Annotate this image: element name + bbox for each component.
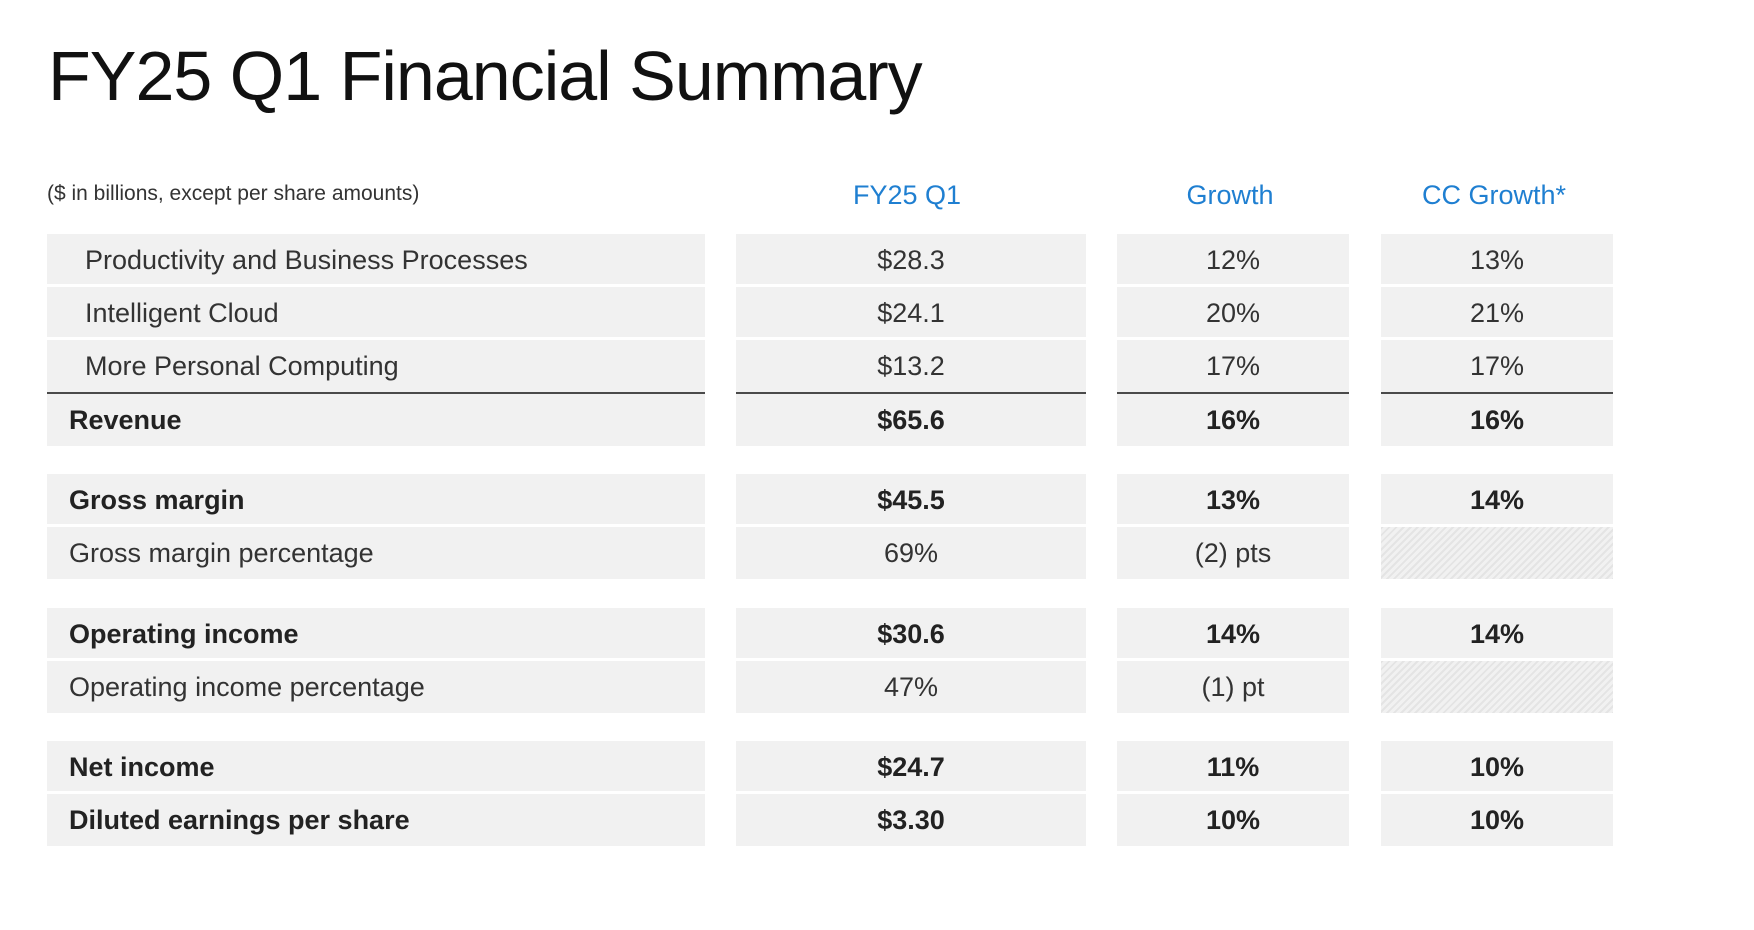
value-cell: $24.7 bbox=[736, 741, 1086, 793]
column-header-cc-growth: CC Growth* bbox=[1421, 180, 1567, 210]
row-label: Productivity and Business Processes bbox=[47, 234, 705, 286]
row-label: Diluted earnings per share bbox=[47, 794, 705, 846]
row-label: Operating income percentage bbox=[47, 661, 705, 713]
growth-cell: 17% bbox=[1117, 340, 1349, 392]
value-cell: 47% bbox=[736, 661, 1086, 713]
column-header-fy25-q1: FY25 Q1 bbox=[852, 180, 962, 210]
value-cell: $30.6 bbox=[736, 608, 1086, 660]
cc-growth-cell: 10% bbox=[1381, 794, 1613, 846]
row-label: Gross margin percentage bbox=[47, 527, 705, 579]
value-cell: $45.5 bbox=[736, 474, 1086, 526]
growth-cell: 20% bbox=[1117, 287, 1349, 339]
page-title: FY25 Q1 Financial Summary bbox=[48, 37, 923, 115]
growth-cell: 14% bbox=[1117, 608, 1349, 660]
not-applicable-cell bbox=[1381, 527, 1613, 579]
growth-cell: 13% bbox=[1117, 474, 1349, 526]
column-header-growth: Growth bbox=[1186, 180, 1274, 210]
value-cell: $24.1 bbox=[736, 287, 1086, 339]
row-label: Intelligent Cloud bbox=[47, 287, 705, 339]
row-label: Net income bbox=[47, 741, 705, 793]
growth-cell: 10% bbox=[1117, 794, 1349, 846]
cc-growth-cell: 21% bbox=[1381, 287, 1613, 339]
row-label: Revenue bbox=[47, 392, 705, 446]
cc-growth-cell: 13% bbox=[1381, 234, 1613, 286]
not-applicable-cell bbox=[1381, 661, 1613, 713]
growth-cell: 11% bbox=[1117, 741, 1349, 793]
row-label: Operating income bbox=[47, 608, 705, 660]
value-cell: $28.3 bbox=[736, 234, 1086, 286]
cc-growth-cell: 10% bbox=[1381, 741, 1613, 793]
cc-growth-cell: 16% bbox=[1381, 392, 1613, 446]
value-cell: $65.6 bbox=[736, 392, 1086, 446]
row-label: Gross margin bbox=[47, 474, 705, 526]
value-cell: 69% bbox=[736, 527, 1086, 579]
units-note: ($ in billions, except per share amounts… bbox=[47, 182, 420, 205]
value-cell: $3.30 bbox=[736, 794, 1086, 846]
cc-growth-cell: 17% bbox=[1381, 340, 1613, 392]
value-cell: $13.2 bbox=[736, 340, 1086, 392]
growth-cell: 16% bbox=[1117, 392, 1349, 446]
cc-growth-cell: 14% bbox=[1381, 608, 1613, 660]
growth-cell: 12% bbox=[1117, 234, 1349, 286]
growth-cell: (2) pts bbox=[1117, 527, 1349, 579]
cc-growth-cell: 14% bbox=[1381, 474, 1613, 526]
growth-cell: (1) pt bbox=[1117, 661, 1349, 713]
row-label: More Personal Computing bbox=[47, 340, 705, 392]
